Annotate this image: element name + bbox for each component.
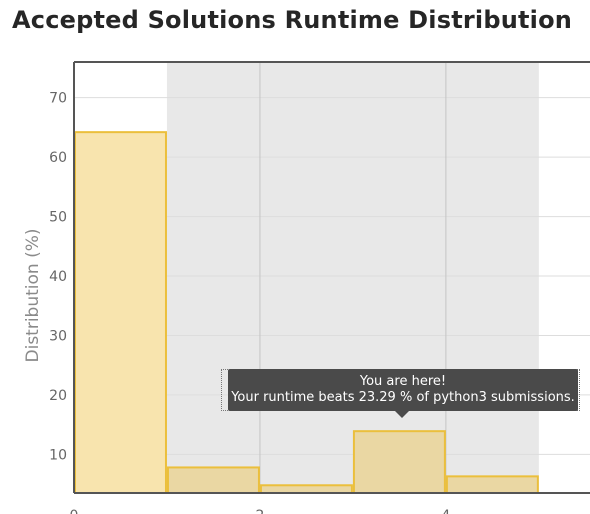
x-tick-label: 2 [255,508,264,514]
tooltip-heading: You are here! [359,374,447,389]
histogram-bar [352,430,446,495]
y-tick-label: 30 [49,328,67,344]
y-axis-title: Distribution (%) [23,229,43,363]
you-are-here-tooltip: You are here! Your runtime beats 23.29 %… [228,369,578,418]
tooltip-bracket-left [221,369,228,411]
y-tick-label: 60 [49,150,67,166]
y-tick-label: 20 [49,388,67,404]
y-tick-label: 40 [49,269,67,285]
histogram-bar [445,475,539,495]
y-tick-label: 10 [49,447,67,463]
y-tick-label: 50 [49,210,67,226]
highlight-band [166,62,539,493]
histogram-bar [259,484,353,495]
histogram-bar [166,466,260,495]
x-tick-label: 0 [70,508,79,514]
y-tick-label: 70 [49,91,67,107]
tooltip-message: Your runtime beats 23.29 % of python3 su… [231,390,575,405]
x-tick-label: 4 [441,508,450,514]
histogram-bar [74,131,167,495]
chart-title: Accepted Solutions Runtime Distribution [12,6,573,34]
